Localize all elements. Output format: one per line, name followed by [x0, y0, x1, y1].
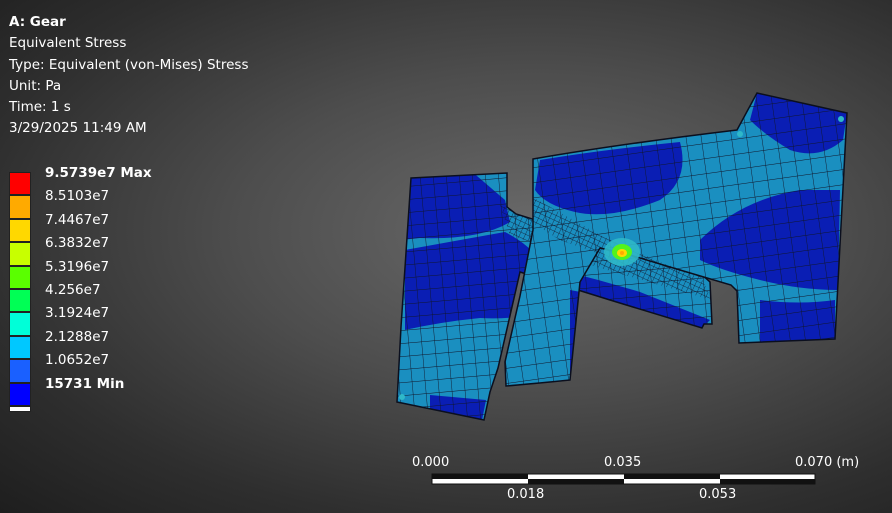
- legend-swatch: [9, 242, 31, 266]
- result-type: Type: Equivalent (von-Mises) Stress: [9, 56, 249, 73]
- legend-labels: 9.5739e7 Max 8.5103e7 7.4467e7 6.3832e7 …: [45, 165, 152, 402]
- max-stress-hotspot: [604, 238, 640, 266]
- stress-spot: [838, 116, 844, 122]
- result-unit: Unit: Pa: [9, 77, 62, 94]
- legend-label: 3.1924e7: [45, 305, 110, 322]
- scale-label-018: 0.018: [507, 487, 545, 502]
- gear-outline-right: [504, 92, 848, 387]
- legend-label: 7.4467e7: [45, 211, 110, 228]
- legend-label: 2.1288e7: [45, 328, 110, 345]
- legend-swatch: [9, 335, 31, 360]
- result-time: Time: 1 s: [9, 99, 71, 116]
- stress-spot: [737, 131, 743, 137]
- result-date: 3/29/2025 11:49 AM: [9, 120, 147, 137]
- legend-swatch: [9, 312, 31, 336]
- legend-label: 1.0652e7: [45, 352, 110, 369]
- legend-swatch: [9, 382, 31, 406]
- legend-max-label: 9.5739e7 Max: [45, 165, 152, 181]
- legend-swatch-bottom: [9, 405, 31, 412]
- legend-label: 6.3832e7: [45, 235, 110, 252]
- result-name: Equivalent Stress: [9, 35, 127, 52]
- result-info-panel: A: Gear Equivalent Stress Type: Equivale…: [9, 12, 248, 140]
- legend-swatch: [9, 195, 31, 219]
- legend-swatch: [9, 265, 31, 289]
- stress-spot: [399, 394, 405, 400]
- legend-swatch: [9, 288, 31, 313]
- scale-label-0: 0.000: [412, 455, 450, 470]
- legend-swatch: [9, 359, 31, 383]
- legend-swatch: [9, 218, 31, 243]
- legend-label: 4.256e7: [45, 281, 101, 298]
- legend-color-bar: [9, 172, 31, 412]
- legend-min-label: 15731 Min: [45, 375, 125, 392]
- legend-label: 8.5103e7: [45, 188, 110, 205]
- scale-label-070: 0.070 (m): [795, 455, 860, 470]
- scale-label-053: 0.053: [699, 487, 737, 502]
- legend-label: 5.3196e7: [45, 258, 110, 275]
- legend-swatch: [9, 172, 31, 196]
- scale-label-035: 0.035: [604, 455, 642, 470]
- model-title: A: Gear: [9, 14, 66, 30]
- gear-outline-left: [396, 172, 713, 421]
